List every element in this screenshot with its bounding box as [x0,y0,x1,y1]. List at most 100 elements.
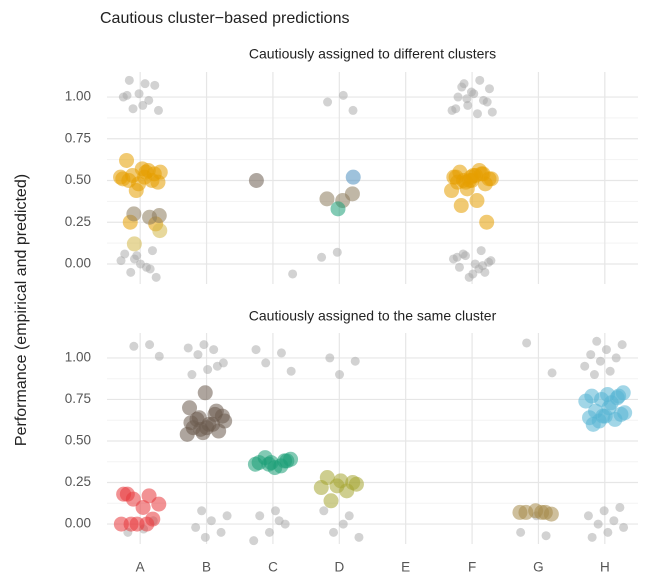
point [193,421,209,437]
y-tick-label: 0.75 [65,391,91,406]
facet-title: Cautiously assigned to different cluster… [249,46,496,62]
y-tick-label: 0.25 [65,474,91,489]
y-tick-label: 0.25 [65,214,91,229]
point [482,97,492,107]
point [128,104,138,114]
point [537,504,553,520]
point [154,351,164,361]
point [463,169,479,185]
point [251,345,261,355]
point [144,95,154,105]
point [139,516,155,532]
point [325,353,335,363]
point [583,511,593,521]
y-tick-label: 0.00 [65,256,91,271]
point [145,264,155,274]
point [145,340,155,350]
point [288,269,298,279]
point [452,252,462,262]
point [589,370,599,380]
point [129,341,139,351]
point [595,356,605,366]
point [124,75,134,85]
point [151,272,161,282]
point [605,366,615,376]
point [261,358,271,368]
point [319,191,335,207]
point [255,511,265,521]
point [151,208,167,224]
point [147,246,157,256]
point [462,94,472,104]
point [466,87,476,97]
point [541,531,551,541]
point [586,350,596,360]
point [212,361,222,371]
x-tick-label: D [334,560,344,575]
point [286,366,296,376]
point [129,254,139,264]
point [459,181,475,197]
point [354,532,364,542]
point [150,80,160,90]
point [595,408,611,424]
point [332,247,342,257]
point [191,522,201,532]
point [578,393,594,409]
point [126,236,142,252]
point [609,516,619,526]
point [348,476,364,492]
y-tick-label: 0.75 [65,130,91,145]
point [335,370,345,380]
point [599,506,609,516]
point [468,269,478,279]
point [592,336,602,346]
point [153,105,163,115]
x-tick-label: B [202,560,211,575]
point [611,353,621,363]
point [472,109,482,119]
point [478,261,488,271]
point [116,256,126,266]
point [344,511,354,521]
point [601,345,611,355]
point [216,527,226,537]
point [200,532,210,542]
point [603,527,613,537]
point [350,356,360,366]
point [454,262,464,272]
point [453,92,463,102]
point [319,506,329,516]
y-tick-label: 0.50 [65,172,91,187]
point [619,522,629,532]
point [348,105,358,115]
point [457,82,467,92]
point [138,164,154,180]
point [484,84,494,94]
point [313,480,329,496]
point [270,506,280,516]
point [126,267,136,277]
point [135,259,145,269]
point [585,416,601,432]
point [476,246,486,256]
x-tick-label: H [600,560,610,575]
point [120,249,130,259]
point [277,453,293,469]
point [183,343,193,353]
point [141,488,157,504]
point [469,193,485,209]
point [479,214,495,230]
point [345,169,361,185]
point [323,493,339,509]
point [209,345,219,355]
point [151,496,167,512]
point [593,519,603,529]
point [338,519,348,529]
point [182,400,198,416]
point [208,403,224,419]
point [138,100,148,110]
point [475,166,491,182]
y-tick-label: 0.00 [65,516,91,531]
point [344,186,360,202]
